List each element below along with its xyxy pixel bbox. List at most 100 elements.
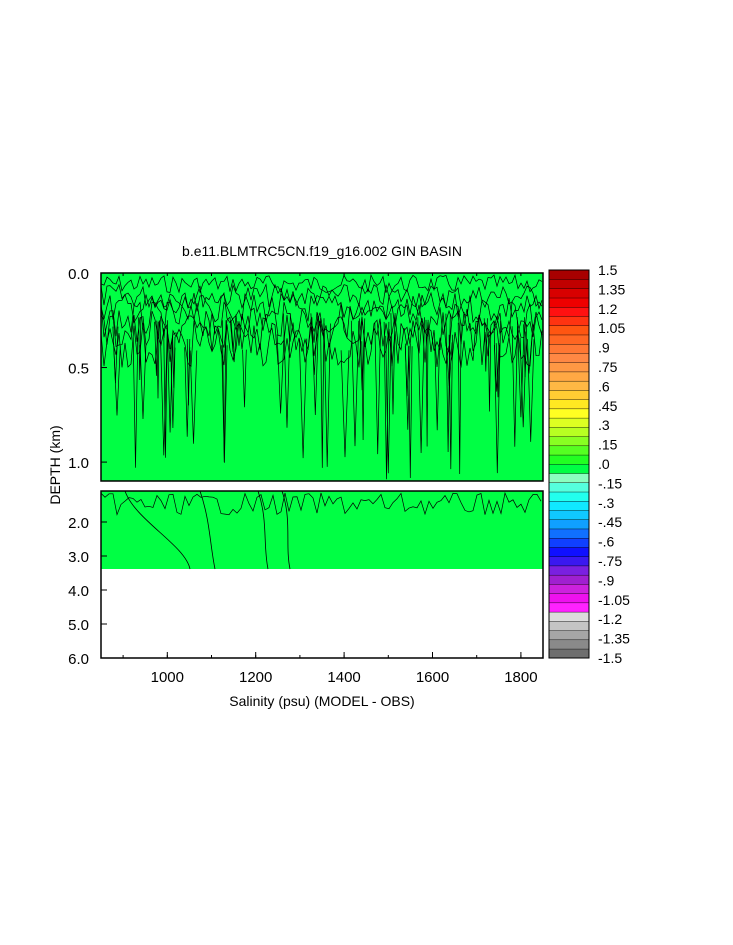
- colorbar-box: [548, 352, 590, 363]
- colorbar-label: -.45: [598, 514, 622, 530]
- x-tick-label: 1400: [327, 669, 360, 686]
- upper-streak-contour: [487, 331, 492, 412]
- upper-streak-contour: [163, 328, 168, 458]
- colorbar-box: [548, 574, 590, 585]
- colorbar-box: [548, 408, 590, 419]
- lower-panel-field: [101, 491, 543, 569]
- colorbar-box: [548, 315, 590, 326]
- colorbar-label: -.75: [598, 553, 622, 569]
- colorbar-box: [548, 380, 590, 391]
- colorbar-box: [548, 630, 590, 641]
- upper-surface-contour: [100, 273, 543, 294]
- colorbar-box: [548, 426, 590, 437]
- lower-panel-contours: [100, 490, 542, 570]
- upper-streak-contour: [189, 350, 198, 444]
- upper-y-tick-label: 0.0: [68, 266, 89, 283]
- colorbar-box: [548, 297, 590, 308]
- colorbar-box: [548, 565, 590, 576]
- upper-streak-contour: [359, 318, 366, 391]
- upper-y-tick-label: 1.0: [68, 455, 89, 472]
- colorbar-box: [548, 306, 590, 317]
- upper-streak-contour: [417, 317, 425, 454]
- colorbar-label: .45: [598, 398, 618, 414]
- upper-streak-contour: [276, 334, 285, 414]
- x-tick-label: 1200: [239, 669, 272, 686]
- colorbar-box: [548, 519, 590, 530]
- colorbar-box: [548, 482, 590, 493]
- colorbar-label: -.15: [598, 475, 622, 491]
- colorbar-label: 1.2: [598, 301, 618, 317]
- colorbar-label: .15: [598, 437, 618, 453]
- upper-streak-contour: [457, 322, 462, 475]
- upper-streak-contour: [138, 317, 142, 381]
- upper-streak-contour: [283, 313, 291, 428]
- upper-streak-contour: [221, 345, 228, 463]
- colorbar-box: [548, 417, 590, 428]
- colorbar-box: [548, 436, 590, 447]
- chart-title: b.e11.BLMTRC5CN.f19_g16.002 GIN BASIN: [182, 243, 462, 259]
- colorbar-box: [548, 288, 590, 299]
- lower-streak-contour: [199, 490, 216, 570]
- x-axis-label: Salinity (psu) (MODEL - OBS): [229, 693, 414, 709]
- colorbar-label: 1.35: [598, 281, 625, 297]
- lower-streak-contour: [124, 490, 191, 570]
- upper-streak-contour: [516, 317, 525, 418]
- colorbar-box: [548, 528, 590, 539]
- upper-streak-contour: [311, 317, 319, 416]
- lower-y-tick-label: 5.0: [68, 617, 89, 634]
- upper-streak-contour: [483, 318, 488, 372]
- colorbar-box: [548, 556, 590, 567]
- upper-streak-contour: [154, 321, 159, 376]
- x-tick-label: 1000: [151, 669, 184, 686]
- colorbar-box: [548, 389, 590, 400]
- upper-streak-contour: [350, 320, 360, 447]
- upper-streak-contour: [159, 320, 168, 456]
- upper-streak-contour: [323, 323, 331, 467]
- colorbar-box: [548, 537, 590, 548]
- colorbar-label: -.3: [598, 495, 615, 511]
- colorbar-box: [548, 583, 590, 594]
- lower-panel: 2.0 3.0 4.0 5.0 6.0 1000 1200 1400 1600 1800: [68, 273, 544, 686]
- colorbar-box: [548, 639, 590, 650]
- colorbar-label: -1.2: [598, 611, 622, 627]
- upper-y-tick-label: 0.5: [68, 361, 89, 378]
- lower-surface-contour: [100, 491, 542, 516]
- colorbar-box: [548, 611, 590, 622]
- colorbar-label: -.9: [598, 572, 615, 588]
- upper-streak-contour: [320, 318, 325, 468]
- colorbar-label: .6: [598, 378, 610, 394]
- upper-streak-contour: [425, 319, 429, 447]
- upper-streak-contour: [310, 313, 319, 375]
- colorbar-box: [548, 602, 590, 613]
- upper-streak-contour: [519, 337, 527, 428]
- upper-streak-contour: [167, 336, 174, 433]
- colorbar-box: [548, 279, 590, 289]
- lower-streak-contour: [281, 490, 291, 570]
- lower-y-tick-label: 3.0: [68, 549, 89, 566]
- upper-streak-contour: [383, 321, 390, 480]
- colorbar-box: [548, 454, 590, 465]
- colorbar-label: .3: [598, 417, 610, 433]
- upper-streak-contour: [222, 320, 227, 463]
- colorbar-box: [548, 362, 590, 373]
- lower-y-tick-label: 4.0: [68, 583, 89, 600]
- upper-panel-contours: [100, 273, 543, 480]
- upper-surface-contour: [100, 315, 543, 368]
- upper-streak-contour: [230, 321, 238, 363]
- colorbar-label: .9: [598, 340, 610, 356]
- upper-y-ticks: 0.0 0.5 1.0: [68, 266, 107, 472]
- colorbar-box: [548, 445, 590, 456]
- upper-streak-contour: [242, 349, 247, 408]
- colorbar-frame: [548, 269, 590, 659]
- colorbar-box: [548, 491, 590, 502]
- upper-streak-contour: [139, 345, 147, 420]
- x-tick-label: 1600: [416, 669, 449, 686]
- colorbar-label: .0: [598, 456, 610, 472]
- colorbar-label: -.6: [598, 534, 615, 550]
- colorbar-label: 1.5: [598, 262, 618, 278]
- colorbar-label: -1.35: [598, 631, 630, 647]
- colorbar-box: [548, 463, 590, 474]
- colorbar-box: [548, 371, 590, 382]
- colorbar-box: [548, 509, 590, 520]
- colorbar-labels: 1.5 1.35 1.2 1.05 .9 .75 .6 .45 .3 .15 .0 -.15 -.3 -.…: [598, 262, 630, 666]
